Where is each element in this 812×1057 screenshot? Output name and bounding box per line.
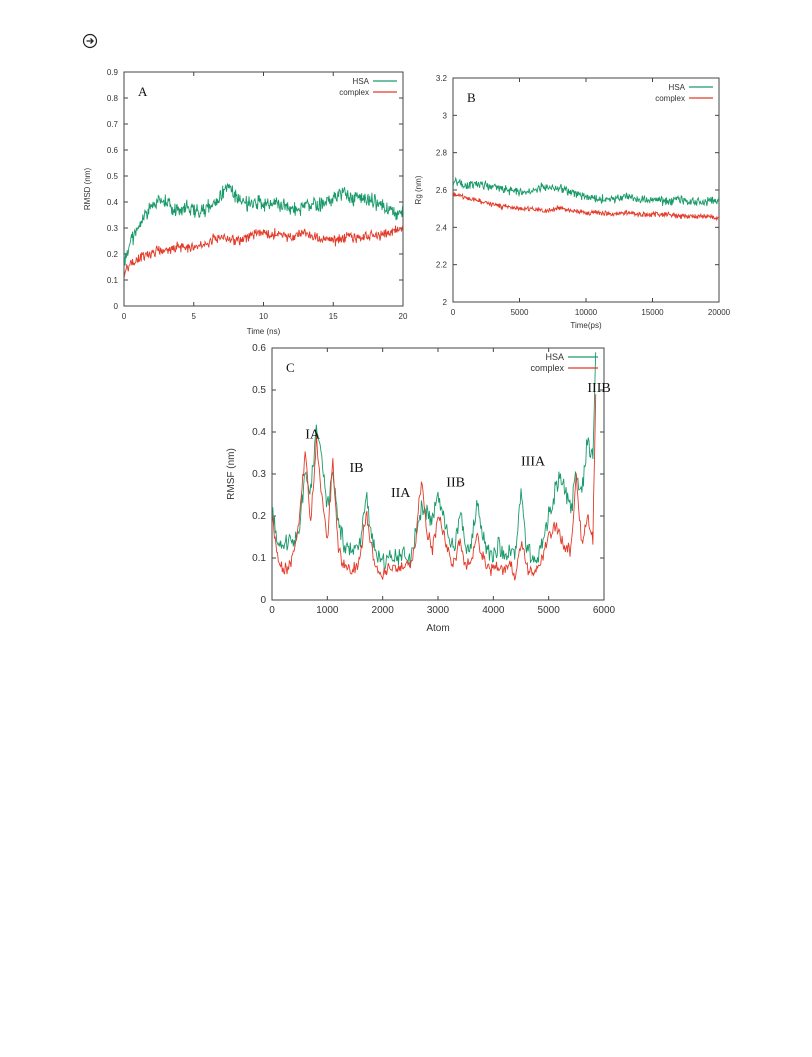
series-line-HSA-C <box>272 352 597 570</box>
x-axis-label-A: Time (ns) <box>247 327 281 336</box>
y-tick-label-A: 0.8 <box>107 94 119 103</box>
y-tick-label-A: 0 <box>114 302 119 311</box>
x-tick-label-C: 6000 <box>593 605 616 616</box>
x-tick-label-A: 5 <box>192 312 197 321</box>
y-tick-label-A: 0.1 <box>107 276 119 285</box>
y-tick-label-B: 2.6 <box>436 186 448 195</box>
series-line-complex-B <box>453 192 719 222</box>
y-tick-label-C: 0.1 <box>252 553 266 564</box>
y-tick-label-B: 2.8 <box>436 149 448 158</box>
legend-label-complex-A: complex <box>339 88 369 97</box>
x-tick-label-B: 20000 <box>708 308 731 317</box>
panel-label-C: C <box>286 360 295 375</box>
x-tick-label-A: 0 <box>122 312 127 321</box>
series-line-complex-C <box>272 394 597 581</box>
y-tick-label-B: 2.2 <box>436 261 448 270</box>
y-tick-label-A: 0.3 <box>107 224 119 233</box>
x-tick-label-B: 15000 <box>641 308 664 317</box>
y-tick-label-A: 0.2 <box>107 250 119 259</box>
region-label-C: IB <box>349 461 363 476</box>
y-tick-label-C: 0.2 <box>252 511 266 522</box>
panel-label-B: B <box>467 90 476 105</box>
series-line-complex-A <box>124 225 403 278</box>
y-tick-label-B: 2.4 <box>436 223 448 232</box>
rmsf-chart-svg: 0 1000 2000 3000 4000 5000 6000 0 0.1 0.2 0.3 0.4 0.… <box>226 343 616 634</box>
region-label-C: IIA <box>391 486 411 501</box>
y-tick-label-C: 0 <box>260 595 266 606</box>
rg-chart: 0 5000 10000 15000 20000 2 2.2 2.4 2.6 2.8 3 3.2 Tim… <box>408 70 738 338</box>
legend-label-HSA-C: HSA <box>545 352 564 362</box>
series-line-HSA-B <box>453 176 719 207</box>
x-axis-label-B: Time(ps) <box>570 321 602 330</box>
rmsd-chart: 0 5 10 15 20 0 0.1 0.2 0.3 0.4 0.5 0.6 0.7 0.8 0.9 Time… <box>78 62 418 340</box>
y-tick-label-A: 0.4 <box>107 198 119 207</box>
x-tick-label-A: 20 <box>399 312 408 321</box>
y-tick-label-A: 0.7 <box>107 120 119 129</box>
x-tick-label-C: 5000 <box>538 605 561 616</box>
x-tick-label-A: 10 <box>259 312 268 321</box>
region-label-C: IIIA <box>521 455 546 470</box>
x-tick-label-B: 10000 <box>575 308 598 317</box>
plot-frame-B <box>452 77 720 303</box>
y-tick-label-C: 0.4 <box>252 427 266 438</box>
y-tick-label-B: 3.2 <box>436 74 448 83</box>
y-axis-label-A: RMSD (nm) <box>83 168 92 211</box>
x-tick-label-B: 5000 <box>511 308 529 317</box>
y-tick-label-A: 0.9 <box>107 68 119 77</box>
legend-label-HSA-B: HSA <box>669 83 686 92</box>
legend-label-complex-B: complex <box>655 94 685 103</box>
legend-label-HSA-A: HSA <box>353 77 370 86</box>
x-tick-label-C: 0 <box>269 605 275 616</box>
x-axis-label-C: Atom <box>426 623 449 634</box>
rg-chart-svg: 0 5000 10000 15000 20000 2 2.2 2.4 2.6 2.8 3 3.2 Tim… <box>414 74 731 330</box>
legend-label-complex-C: complex <box>530 363 564 373</box>
y-axis-label-C: RMSF (nm) <box>226 448 237 500</box>
y-tick-label-A: 0.6 <box>107 146 119 155</box>
y-tick-label-A: 0.5 <box>107 172 119 181</box>
series-line-HSA-A <box>124 182 403 266</box>
region-label-C: IIB <box>446 476 465 491</box>
y-axis-label-B: Rg (nm) <box>414 175 423 204</box>
x-tick-label-C: 1000 <box>316 605 339 616</box>
y-tick-label-B: 2 <box>443 298 448 307</box>
region-label-C: IIIB <box>587 381 610 396</box>
rmsd-chart-svg: 0 5 10 15 20 0 0.1 0.2 0.3 0.4 0.5 0.6 0.7 0.8 0.9 Time… <box>83 68 408 336</box>
rmsf-chart: 0 1000 2000 3000 4000 5000 6000 0 0.1 0.2 0.3 0.4 0.… <box>218 338 618 636</box>
y-tick-label-C: 0.5 <box>252 385 266 396</box>
region-label-C: IA <box>305 427 321 442</box>
x-tick-label-B: 0 <box>451 308 456 317</box>
y-tick-label-C: 0.3 <box>252 469 266 480</box>
panel-label-A: A <box>138 84 148 99</box>
y-tick-label-B: 3 <box>443 111 448 120</box>
plot-frame-C <box>271 347 605 601</box>
circled-arrow-icon <box>82 33 98 49</box>
x-tick-label-C: 3000 <box>427 605 450 616</box>
x-tick-label-C: 2000 <box>372 605 395 616</box>
y-tick-label-C: 0.6 <box>252 343 266 354</box>
plot-frame-A <box>123 71 404 307</box>
x-tick-label-C: 4000 <box>482 605 505 616</box>
x-tick-label-A: 15 <box>329 312 338 321</box>
